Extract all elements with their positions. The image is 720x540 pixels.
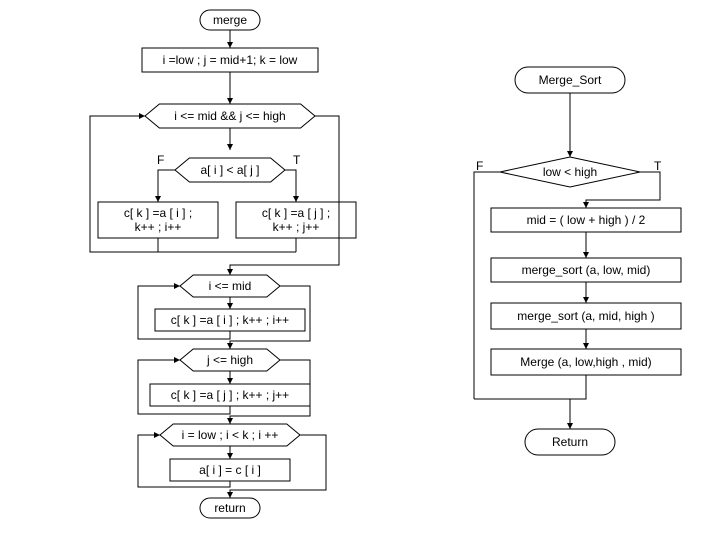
assign-right: c[ k ] =a [ j ] ;k++ ; j++ [236,202,356,238]
svg-text:i =low ; j = mid+1; k = low: i =low ; j = mid+1; k = low [163,53,298,67]
svg-text:return: return [214,501,245,515]
svg-text:i = low ; i < k ; i ++: i = low ; i < k ; i ++ [182,428,279,442]
edge [158,170,175,202]
decision-compare: a[ i ] < a[ j ] [175,158,285,182]
loop-copy-back: i = low ; i < k ; i ++ [160,424,300,446]
svg-text:Return: Return [552,435,588,449]
svg-text:merge: merge [213,13,247,27]
svg-text:Merge (a, low,high , mid): Merge (a, low,high , mid) [520,355,651,369]
loop-i-mid: i <= mid [180,275,280,297]
svg-text:mid = ( low + high ) / 2: mid = ( low + high ) / 2 [527,213,646,227]
call-sort-low: merge_sort (a, low, mid) [491,258,681,282]
svg-text:Merge_Sort: Merge_Sort [539,73,602,87]
merge-return: return [200,498,260,518]
svg-text:c[ k ] =a [ j ] ; k++ ; j++: c[ k ] =a [ j ] ; k++ ; j++ [171,388,289,402]
copy-i: c[ k ] =a [ i ] ; k++ ; i++ [155,309,305,331]
svg-text:c[ k ] =a [ j ] ;: c[ k ] =a [ j ] ; [262,206,330,220]
edge [474,375,586,399]
edge [230,116,339,275]
svg-text:low < high: low < high [543,165,597,179]
svg-text:k++ ; i++: k++ ; i++ [135,220,182,234]
svg-text:merge_sort (a, low, mid): merge_sort (a, low, mid) [522,263,651,277]
edge [285,170,296,202]
svg-text:c[ k ] =a [ i ] ; k++ ; i++: c[ k ] =a [ i ] ; k++ ; i++ [171,313,289,327]
mergesort-start: Merge_Sort [515,67,625,93]
edge-label: F [476,159,483,173]
init-box: i =low ; j = mid+1; k = low [142,48,318,72]
edge-label: T [654,159,662,173]
flowchart-canvas: merge i =low ; j = mid+1; k = low i <= mid… [0,0,720,540]
mergesort-return: Return [525,429,615,455]
loop1: i <= mid && j <= high [145,104,315,128]
write-back: a[ i ] = c [ i ] [170,459,290,481]
edge-label: T [293,153,301,167]
loop-j-high: j <= high [180,349,280,371]
calc-mid: mid = ( low + high ) / 2 [491,208,681,232]
svg-text:i <= mid: i <= mid [209,279,252,293]
svg-text:a[ i ] < a[ j ]: a[ i ] < a[ j ] [200,163,259,177]
svg-text:merge_sort (a, mid, high ): merge_sort (a, mid, high ) [517,309,654,323]
svg-text:a[ i ] = c [ i ]: a[ i ] = c [ i ] [199,463,261,477]
call-sort-high: merge_sort (a, mid, high ) [491,303,681,329]
decision-lowhigh: low < high [500,157,640,187]
copy-j: c[ k ] =a [ j ] ; k++ ; j++ [150,384,310,406]
svg-text:j <= high: j <= high [206,353,253,367]
merge-start: merge [200,10,260,30]
assign-left: c[ k ] =a [ i ] ;k++ ; i++ [98,202,218,238]
edge-label: F [157,153,164,167]
call-merge: Merge (a, low,high , mid) [491,349,681,375]
svg-text:c[ k ] =a [ i ] ;: c[ k ] =a [ i ] ; [124,206,192,220]
svg-text:i <= mid && j <= high: i <= mid && j <= high [174,109,285,123]
svg-text:k++ ; j++: k++ ; j++ [273,220,320,234]
